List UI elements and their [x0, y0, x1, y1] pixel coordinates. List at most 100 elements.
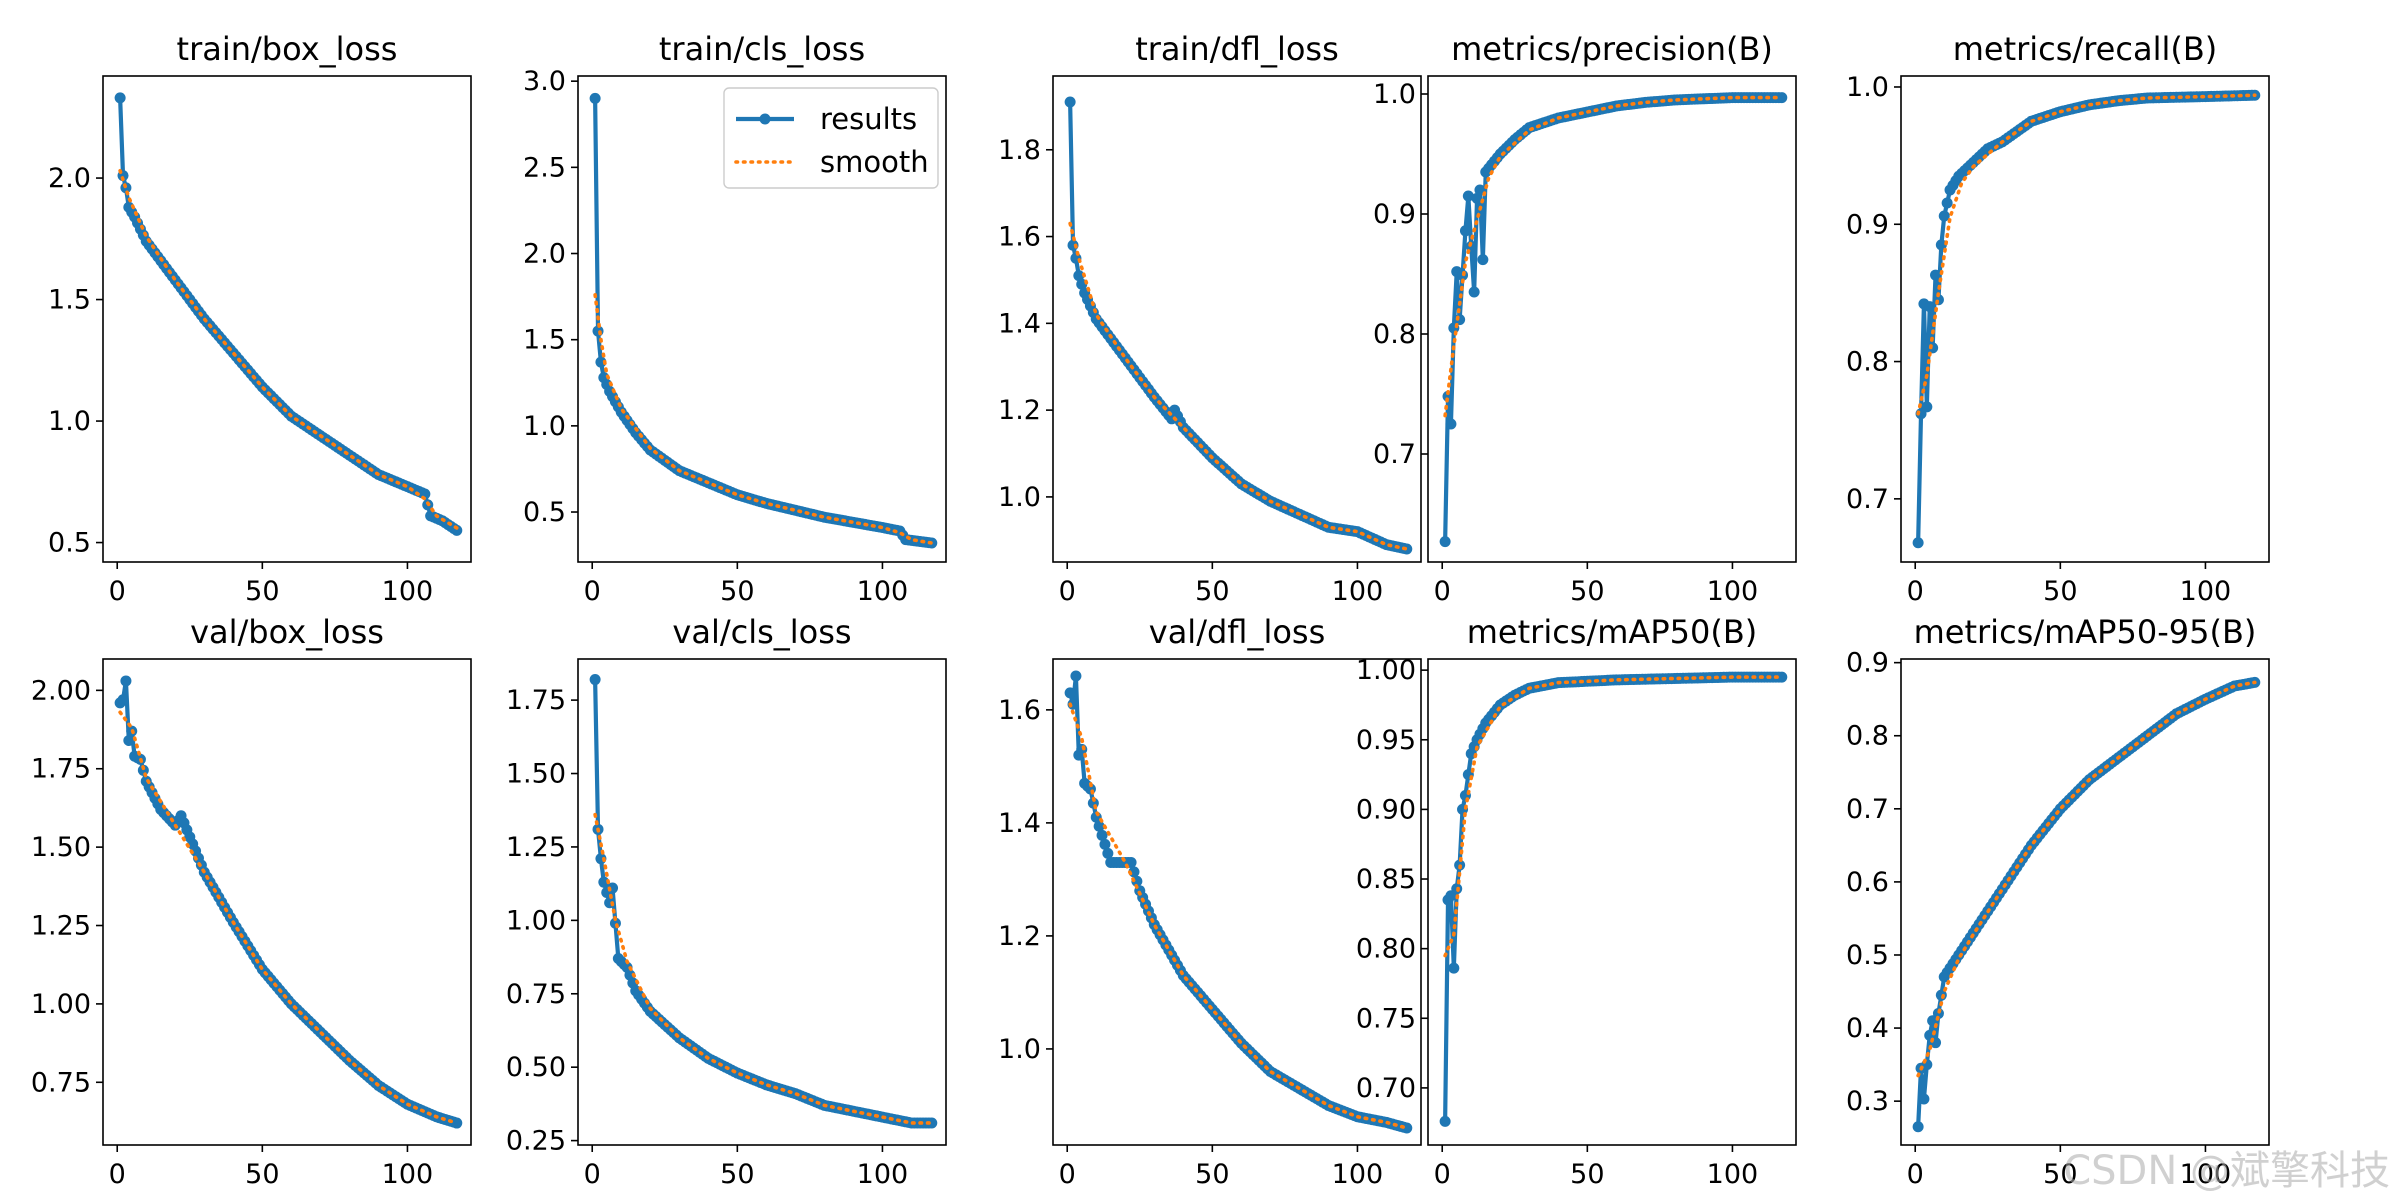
subplot-2: train/dfl_loss 0 50 100 1.0 1.2 1.4 1.6 1.8: [998, 30, 1422, 607]
y-tick-label: 1.6: [998, 695, 1041, 726]
smooth-series-line: [1443, 675, 1784, 958]
results-point: [1776, 671, 1788, 683]
results-series-line: [118, 678, 459, 1126]
y-tick-label: 0.5: [523, 497, 566, 528]
results-point: [926, 1117, 938, 1129]
subplot-5: val/box_loss 0 50 100 0.75 1.00 1.25 1.50 1.75 2.…: [31, 613, 472, 1190]
y-tick-label: 0.7: [1373, 439, 1416, 470]
subplot-title: metrics/precision(B): [1451, 30, 1773, 68]
y-tick-label: 1.75: [506, 685, 566, 716]
results-point: [1912, 1121, 1924, 1133]
x-tick-label: 50: [2043, 1159, 2077, 1190]
y-tick-label: 3.0: [523, 66, 566, 97]
legend-smooth-label: smooth: [820, 145, 929, 179]
y-tick-label: 1.50: [506, 759, 566, 790]
subplot-title: train/dfl_loss: [1135, 30, 1339, 68]
y-tick-label: 2.0: [48, 163, 91, 194]
y-tick-label: 1.2: [998, 395, 1041, 426]
y-tick-label: 0.3: [1846, 1086, 1889, 1117]
y-tick-label: 0.5: [1846, 940, 1889, 971]
results-point: [1439, 1115, 1451, 1127]
results-point: [1070, 670, 1082, 682]
results-point: [1938, 210, 1950, 222]
y-tick-label: 1.0: [998, 1034, 1041, 1065]
y-tick-label: 1.0: [1373, 79, 1416, 110]
subplot-9: metrics/mAP50-95(B) 0 50 100 0.3 0.4 0.5 0.6 0.7…: [1846, 613, 2270, 1190]
y-tick-label: 0.90: [1356, 794, 1416, 825]
y-tick-label: 0.9: [1846, 209, 1889, 240]
subplot-4: metrics/recall(B) 0 50 100 0.7 0.8 0.9 1.0: [1846, 30, 2270, 607]
y-tick-label: 0.4: [1846, 1013, 1889, 1044]
results-point: [589, 674, 601, 686]
y-tick-label: 0.95: [1356, 725, 1416, 756]
y-tick-label: 0.8: [1373, 319, 1416, 350]
subplot-title: metrics/mAP50-95(B): [1914, 613, 2257, 651]
y-tick-label: 1.4: [998, 808, 1041, 839]
x-tick-label: 50: [2043, 576, 2077, 607]
smooth-series-line: [118, 710, 459, 1125]
results-point: [1912, 537, 1924, 549]
plot-area: [589, 674, 938, 1129]
y-tick-label: 1.00: [1356, 655, 1416, 686]
x-tick-label: 100: [1707, 1159, 1759, 1190]
x-tick-label: 50: [245, 1159, 279, 1190]
legend: results smooth: [723, 87, 939, 189]
results-point: [123, 735, 135, 747]
results-point: [1096, 829, 1108, 841]
y-tick-label: 1.25: [31, 911, 91, 942]
results-point: [114, 92, 126, 104]
results-point: [595, 356, 607, 368]
y-tick-label: 0.9: [1846, 648, 1889, 679]
subplot-7: val/dfl_loss 0 50 100 1.0 1.2 1.4 1.6: [998, 613, 1422, 1190]
x-tick-label: 0: [584, 1159, 601, 1190]
x-tick-label: 0: [584, 576, 601, 607]
plot-area: [1912, 89, 2261, 549]
y-tick-label: 1.0: [48, 406, 91, 437]
y-tick-label: 0.8: [1846, 347, 1889, 378]
results-point: [1073, 270, 1085, 282]
y-tick-label: 1.0: [1846, 72, 1889, 103]
y-tick-label: 0.75: [31, 1067, 91, 1098]
smooth-series-line: [1916, 680, 2257, 1078]
y-tick-label: 1.00: [31, 989, 91, 1020]
x-tick-label: 50: [1195, 1159, 1229, 1190]
subplot-title: train/box_loss: [177, 30, 398, 68]
x-tick-label: 0: [1907, 1159, 1924, 1190]
x-tick-label: 0: [1059, 1159, 1076, 1190]
results-point: [1918, 1093, 1930, 1105]
y-tick-label: 1.5: [523, 325, 566, 356]
smooth-series-line: [1068, 221, 1409, 551]
results-point: [1102, 847, 1114, 859]
x-tick-label: 50: [245, 576, 279, 607]
y-tick-label: 1.00: [506, 905, 566, 936]
y-tick-label: 0.7: [1846, 484, 1889, 515]
results-point: [1064, 687, 1076, 699]
x-tick-label: 50: [720, 1159, 754, 1190]
axes-frame: [102, 75, 472, 563]
legend-results-label: results: [820, 102, 917, 136]
results-point: [1459, 225, 1471, 237]
axes-frame: [577, 658, 947, 1146]
smooth-series-line: [1916, 93, 2257, 416]
y-tick-label: 1.0: [998, 482, 1041, 513]
y-tick-label: 0.50: [506, 1052, 566, 1083]
y-tick-label: 0.85: [1356, 864, 1416, 895]
y-tick-label: 1.8: [998, 135, 1041, 166]
smooth-series-line: [593, 293, 934, 545]
subplot-3: metrics/precision(B) 0 50 100 0.7 0.8 0.9 1.0: [1373, 30, 1797, 607]
plot-area: [589, 92, 938, 549]
results-point: [589, 92, 601, 104]
x-tick-label: 100: [382, 576, 434, 607]
y-tick-label: 0.6: [1846, 867, 1889, 898]
x-tick-label: 0: [1434, 1159, 1451, 1190]
axes-frame: [1427, 658, 1797, 1146]
results-point: [1941, 197, 1953, 209]
results-point: [1930, 269, 1942, 281]
axes-frame: [102, 658, 472, 1146]
y-tick-label: 1.6: [998, 222, 1041, 253]
subplot-title: val/box_loss: [190, 613, 384, 651]
results-point: [598, 876, 610, 888]
axes-frame: [1427, 75, 1797, 563]
y-tick-label: 1.0: [523, 411, 566, 442]
smooth-series-line: [593, 812, 934, 1125]
